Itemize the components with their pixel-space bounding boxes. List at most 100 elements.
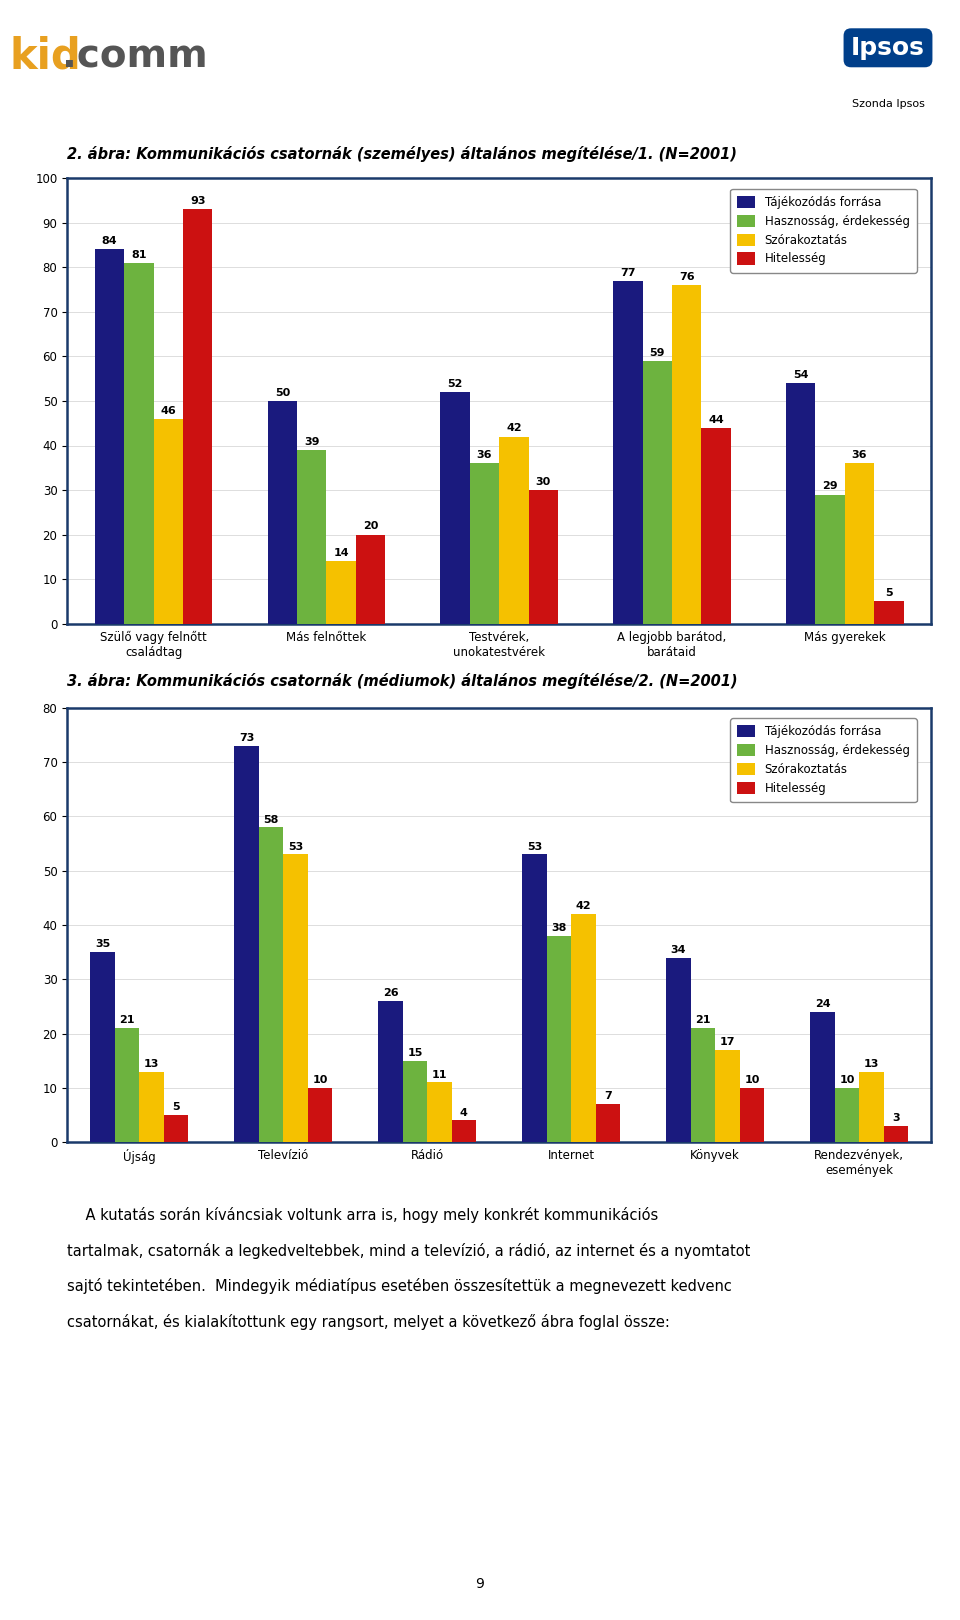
Bar bbox=[441, 392, 469, 624]
Text: sajtó tekintetében.  Mindegyik médiatípus esetében összesítettük a megnevezett k: sajtó tekintetében. Mindegyik médiatípus… bbox=[67, 1278, 732, 1294]
Bar bbox=[613, 280, 642, 624]
Bar bbox=[163, 1115, 188, 1142]
Text: 81: 81 bbox=[132, 249, 147, 259]
Bar bbox=[715, 1050, 739, 1142]
Text: 73: 73 bbox=[239, 734, 254, 744]
Text: 29: 29 bbox=[823, 481, 838, 491]
Bar bbox=[859, 1071, 883, 1142]
Bar bbox=[307, 1089, 332, 1142]
Text: 59: 59 bbox=[650, 348, 665, 358]
Bar bbox=[546, 936, 571, 1142]
Bar bbox=[139, 1071, 163, 1142]
Bar bbox=[786, 384, 815, 624]
Text: 4: 4 bbox=[460, 1108, 468, 1118]
Legend: Tájékozódás forrása, Hasznosság, érdekesség, Szórakoztatás, Hitelesség: Tájékozódás forrása, Hasznosság, érdekes… bbox=[731, 188, 917, 272]
Legend: Tájékozódás forrása, Hasznosság, érdekesség, Szórakoztatás, Hitelesség: Tájékozódás forrása, Hasznosság, érdekes… bbox=[731, 718, 917, 802]
Text: 11: 11 bbox=[432, 1069, 447, 1079]
Bar bbox=[883, 1126, 908, 1142]
Text: 42: 42 bbox=[576, 901, 591, 912]
Bar bbox=[702, 428, 731, 624]
Bar bbox=[326, 561, 356, 624]
Bar bbox=[834, 1089, 859, 1142]
Bar bbox=[875, 601, 903, 624]
Text: 53: 53 bbox=[288, 842, 303, 852]
Text: 3. ábra: Kommunikációs csatornák (médiumok) általános megítélése/2. (N=2001): 3. ábra: Kommunikációs csatornák (médium… bbox=[67, 672, 737, 688]
Text: 52: 52 bbox=[447, 379, 463, 389]
Text: 21: 21 bbox=[119, 1016, 134, 1025]
Text: 36: 36 bbox=[852, 450, 867, 460]
Bar bbox=[378, 1001, 402, 1142]
Bar bbox=[183, 209, 212, 624]
Bar bbox=[154, 418, 183, 624]
Text: Ipsos: Ipsos bbox=[852, 36, 924, 60]
Text: 36: 36 bbox=[477, 450, 492, 460]
Bar bbox=[356, 535, 385, 624]
Text: 9: 9 bbox=[475, 1576, 485, 1591]
Bar bbox=[810, 1012, 834, 1142]
Bar bbox=[845, 463, 875, 624]
Bar bbox=[522, 854, 547, 1142]
Text: 58: 58 bbox=[263, 815, 278, 825]
Text: 35: 35 bbox=[95, 940, 110, 949]
Text: 13: 13 bbox=[864, 1059, 879, 1069]
Text: 3: 3 bbox=[892, 1113, 900, 1123]
Text: 39: 39 bbox=[304, 437, 320, 447]
Text: 76: 76 bbox=[679, 272, 694, 282]
Bar bbox=[672, 285, 702, 624]
Text: 20: 20 bbox=[363, 522, 378, 531]
Text: 46: 46 bbox=[160, 405, 177, 416]
Text: 84: 84 bbox=[102, 237, 117, 246]
Text: 7: 7 bbox=[604, 1092, 612, 1102]
Bar bbox=[268, 402, 297, 624]
Bar bbox=[469, 463, 499, 624]
Bar bbox=[258, 828, 283, 1142]
Text: 10: 10 bbox=[744, 1076, 759, 1085]
Bar bbox=[297, 450, 326, 624]
Text: 13: 13 bbox=[144, 1059, 159, 1069]
Text: 77: 77 bbox=[620, 267, 636, 277]
Text: 42: 42 bbox=[506, 423, 521, 434]
Text: 10: 10 bbox=[312, 1076, 327, 1085]
Text: Szonda Ipsos: Szonda Ipsos bbox=[852, 99, 924, 110]
Bar bbox=[403, 1061, 427, 1142]
Text: kid: kid bbox=[10, 36, 82, 78]
Text: 30: 30 bbox=[536, 476, 551, 488]
Bar bbox=[529, 489, 558, 624]
Bar bbox=[666, 957, 691, 1142]
Bar bbox=[690, 1029, 715, 1142]
Text: tartalmak, csatornák a legkedveltebbek, mind a televízió, a rádió, az internet é: tartalmak, csatornák a legkedveltebbek, … bbox=[67, 1243, 751, 1259]
Bar bbox=[642, 361, 672, 624]
Text: 34: 34 bbox=[671, 944, 686, 954]
Text: 21: 21 bbox=[695, 1016, 710, 1025]
Bar bbox=[815, 494, 845, 624]
Bar bbox=[739, 1089, 764, 1142]
Text: 26: 26 bbox=[383, 988, 398, 998]
Text: 50: 50 bbox=[275, 387, 290, 399]
Bar bbox=[95, 249, 124, 624]
Text: 5: 5 bbox=[172, 1102, 180, 1113]
Bar bbox=[499, 437, 529, 624]
Text: 17: 17 bbox=[720, 1037, 735, 1047]
Text: .comm: .comm bbox=[62, 37, 208, 76]
Bar bbox=[427, 1082, 451, 1142]
Bar bbox=[234, 745, 258, 1142]
Text: A kutatás során kíváncsiak voltunk arra is, hogy mely konkrét kommunikációs: A kutatás során kíváncsiak voltunk arra … bbox=[67, 1207, 659, 1223]
Text: 24: 24 bbox=[815, 1000, 830, 1009]
Text: 14: 14 bbox=[333, 548, 348, 559]
Bar bbox=[90, 953, 115, 1142]
Text: 15: 15 bbox=[407, 1048, 422, 1058]
Bar bbox=[571, 914, 595, 1142]
Text: 38: 38 bbox=[551, 923, 566, 933]
Text: 93: 93 bbox=[190, 196, 205, 206]
Text: 10: 10 bbox=[839, 1076, 854, 1085]
Text: 44: 44 bbox=[708, 415, 724, 424]
Bar bbox=[124, 262, 154, 624]
Text: 2. ábra: Kommunikációs csatornák (személyes) általános megítélése/1. (N=2001): 2. ábra: Kommunikációs csatornák (személ… bbox=[67, 146, 737, 162]
Text: 5: 5 bbox=[885, 588, 893, 598]
Bar bbox=[283, 854, 307, 1142]
Text: csatornákat, és kialakítottunk egy rangsort, melyet a következő ábra foglal össz: csatornákat, és kialakítottunk egy rangs… bbox=[67, 1314, 670, 1330]
Bar bbox=[595, 1105, 620, 1142]
Bar bbox=[115, 1029, 139, 1142]
Bar bbox=[451, 1121, 476, 1142]
Text: 54: 54 bbox=[793, 369, 808, 381]
